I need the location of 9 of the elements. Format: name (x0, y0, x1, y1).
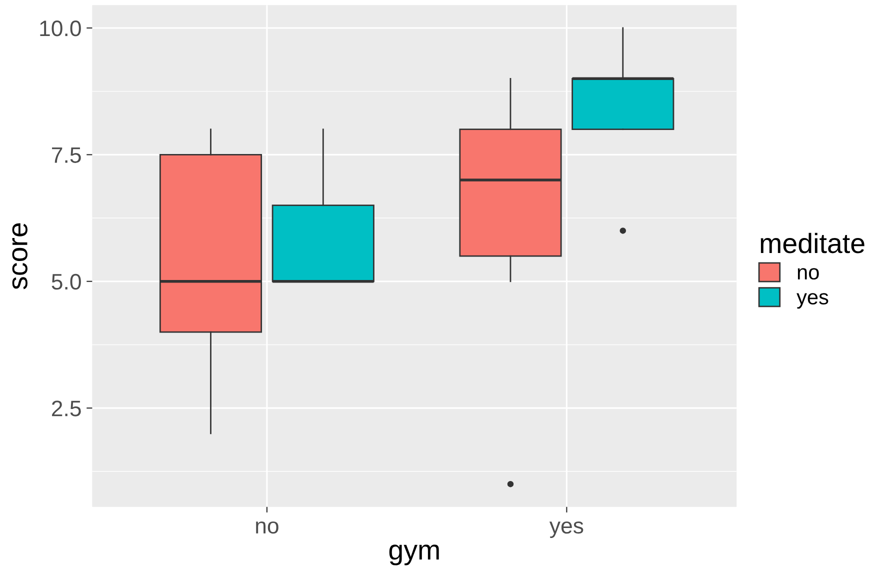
legend-title: meditate (760, 232, 864, 254)
y-tick-label: 7.5 (52, 147, 81, 163)
legend-label: yes (796, 293, 828, 309)
y-tick-label: 5.0 (52, 274, 81, 290)
x-axis-title: gym (389, 544, 439, 566)
y-tick-label: 2.5 (52, 400, 81, 416)
y-axis-title: score (12, 223, 28, 290)
legend-label: no (798, 268, 819, 280)
y-tick-label: 10.0 (40, 20, 81, 36)
